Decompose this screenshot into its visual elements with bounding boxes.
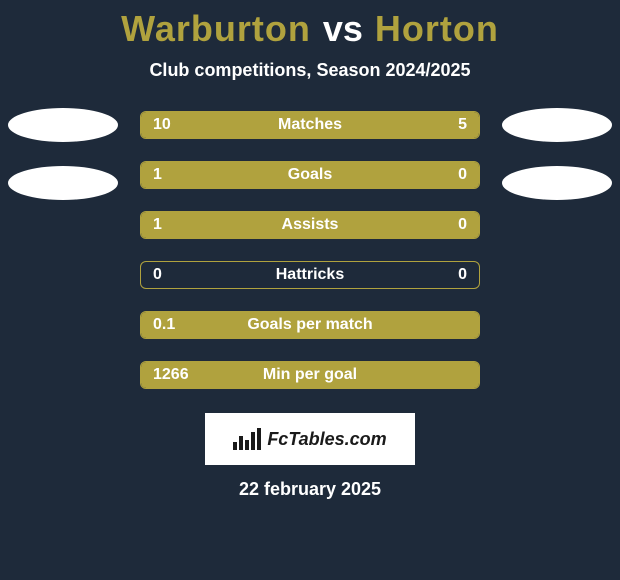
- stat-bar: 10 Matches 5: [140, 111, 480, 139]
- stat-row-mpg: 1266 Min per goal: [0, 361, 620, 389]
- stat-label: Goals per match: [141, 316, 479, 334]
- vs-text: vs: [323, 8, 363, 50]
- date-text: 22 february 2025: [239, 479, 381, 500]
- stat-right-value: 0: [458, 216, 467, 234]
- barchart-icon: [233, 428, 261, 450]
- club-icon-right: [502, 108, 612, 142]
- stat-label: Matches: [141, 116, 479, 134]
- stat-bar: 0.1 Goals per match: [140, 311, 480, 339]
- title-row: Warburton vs Horton: [121, 8, 499, 50]
- stat-label: Assists: [141, 216, 479, 234]
- stat-row-hattricks: 0 Hattricks 0: [0, 261, 620, 289]
- subtitle-text: Club competitions, Season 2024/2025: [149, 60, 470, 81]
- player1-name: Warburton: [121, 8, 311, 50]
- club-icon-left: [8, 166, 118, 200]
- stat-right-value: 0: [458, 166, 467, 184]
- stat-bar: 0 Hattricks 0: [140, 261, 480, 289]
- stat-row-assists: 1 Assists 0: [0, 211, 620, 239]
- stat-right-value: 0: [458, 266, 467, 284]
- player2-name: Horton: [375, 8, 499, 50]
- stat-row-matches: 10 Matches 5: [0, 111, 620, 139]
- stat-bar: 1266 Min per goal: [140, 361, 480, 389]
- stat-right-value: 5: [458, 116, 467, 134]
- logo-text: FcTables.com: [267, 429, 386, 450]
- stat-bar: 1 Goals 0: [140, 161, 480, 189]
- stat-label: Min per goal: [141, 366, 479, 384]
- stat-label: Hattricks: [141, 266, 479, 284]
- comparison-card: Warburton vs Horton Club competitions, S…: [0, 0, 620, 580]
- stat-label: Goals: [141, 166, 479, 184]
- stats-area: 10 Matches 5 1 Goals 0 1 Assists: [0, 111, 620, 389]
- stat-row-goals: 1 Goals 0: [0, 161, 620, 189]
- club-icon-right: [502, 166, 612, 200]
- stat-row-gpm: 0.1 Goals per match: [0, 311, 620, 339]
- stat-bar: 1 Assists 0: [140, 211, 480, 239]
- logo-box: FcTables.com: [205, 413, 415, 465]
- club-icon-left: [8, 108, 118, 142]
